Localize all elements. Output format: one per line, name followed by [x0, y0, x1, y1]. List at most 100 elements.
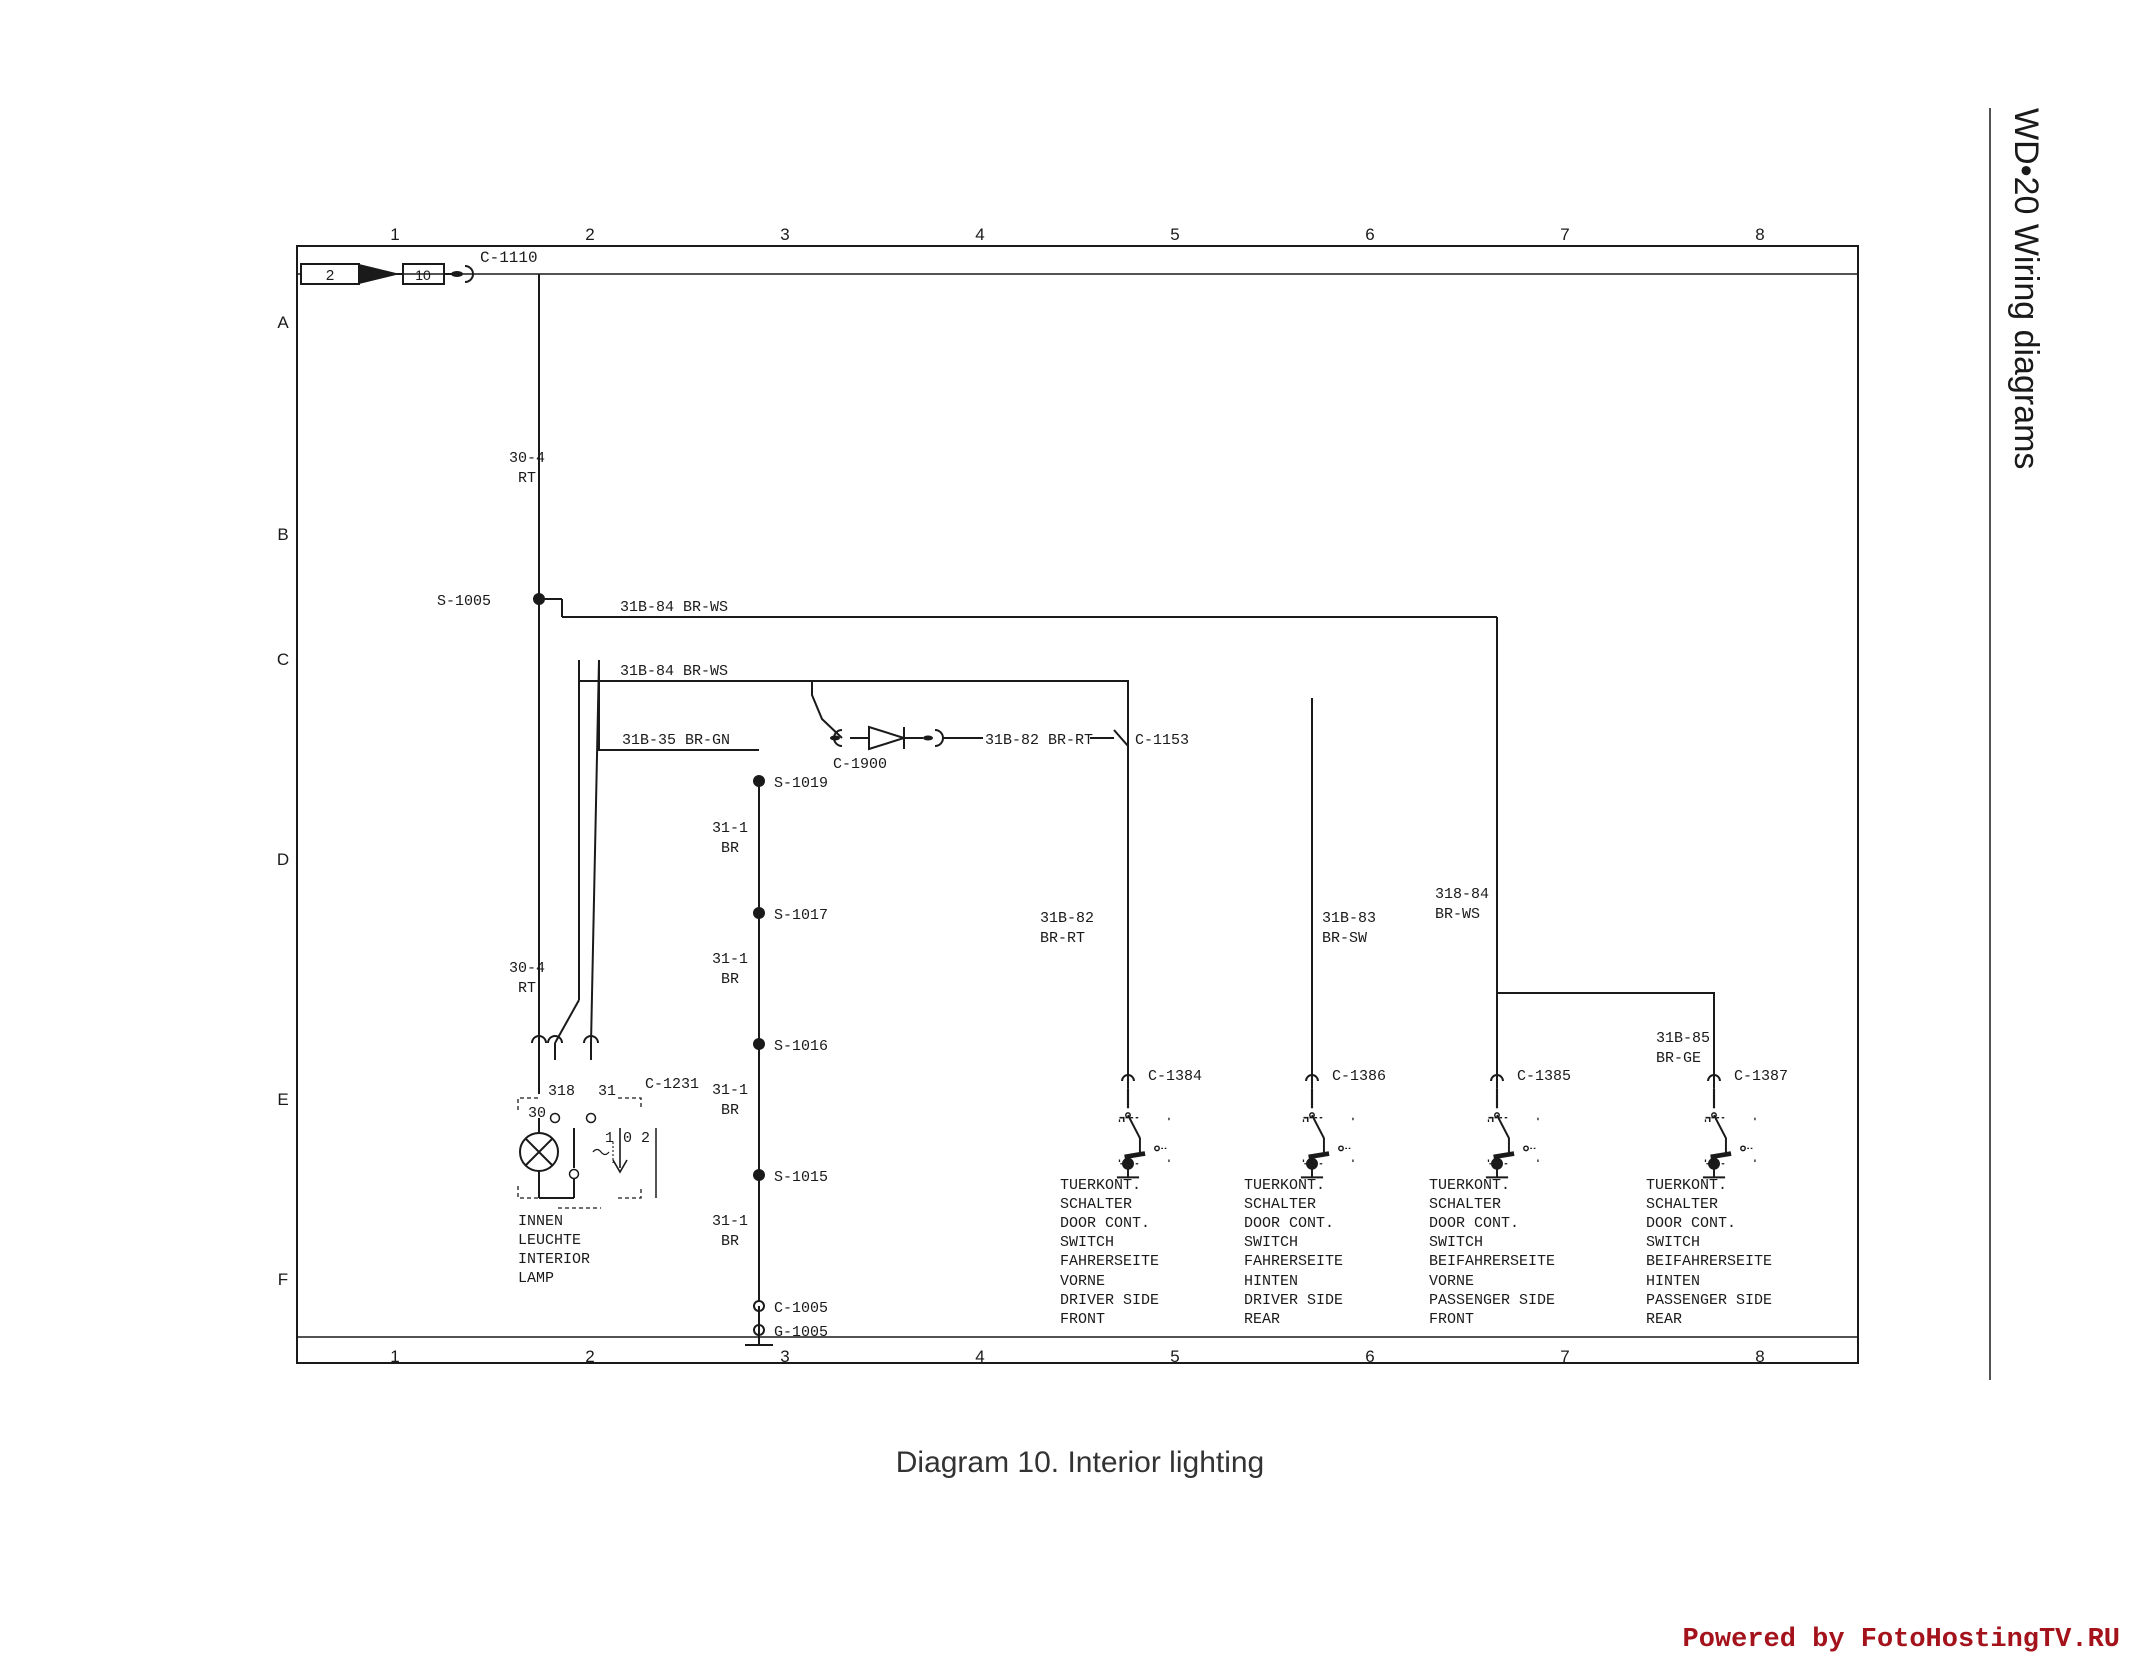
svg-text:SCHALTER: SCHALTER — [1429, 1196, 1501, 1213]
svg-text:Diagram 10. Interior lighting: Diagram 10. Interior lighting — [896, 1446, 1265, 1479]
svg-text:31B-84 BR-WS: 31B-84 BR-WS — [620, 663, 728, 680]
svg-text:INNEN: INNEN — [518, 1213, 563, 1230]
svg-text:DOOR CONT.: DOOR CONT. — [1646, 1215, 1736, 1232]
svg-text:C: C — [277, 650, 289, 669]
svg-text:REAR: REAR — [1646, 1311, 1682, 1328]
svg-text:S-1019: S-1019 — [774, 775, 828, 792]
svg-text:TUERKONT.: TUERKONT. — [1646, 1177, 1727, 1194]
svg-text:BR: BR — [721, 1233, 739, 1250]
svg-text:DOOR CONT.: DOOR CONT. — [1060, 1215, 1150, 1232]
svg-text:C-1005: C-1005 — [774, 1300, 828, 1317]
svg-text:S-1005: S-1005 — [437, 593, 491, 610]
svg-text:SCHALTER: SCHALTER — [1244, 1196, 1316, 1213]
svg-text:1: 1 — [390, 1347, 399, 1366]
svg-text:5: 5 — [1170, 225, 1179, 244]
svg-text:BR: BR — [721, 840, 739, 857]
svg-text:30-4: 30-4 — [509, 960, 545, 977]
svg-text:4: 4 — [975, 225, 984, 244]
svg-text:FAHRERSEITE: FAHRERSEITE — [1060, 1253, 1159, 1270]
svg-text:C-1153: C-1153 — [1135, 732, 1189, 749]
svg-text:LAMP: LAMP — [518, 1270, 554, 1287]
svg-text:BR: BR — [721, 971, 739, 988]
svg-text:31B-35 BR-GN: 31B-35 BR-GN — [622, 732, 730, 749]
svg-text:VORNE: VORNE — [1429, 1273, 1474, 1290]
svg-text:SWITCH: SWITCH — [1060, 1234, 1114, 1251]
svg-text:C-1110: C-1110 — [480, 249, 538, 267]
svg-text:HINTEN: HINTEN — [1646, 1273, 1700, 1290]
svg-text:DRIVER SIDE: DRIVER SIDE — [1060, 1292, 1159, 1309]
svg-text:VORNE: VORNE — [1060, 1273, 1105, 1290]
svg-text:Powered by FotoHostingTV.RU: Powered by FotoHostingTV.RU — [1683, 1625, 2120, 1653]
svg-text:HINTEN: HINTEN — [1244, 1273, 1298, 1290]
svg-text:6: 6 — [1365, 1347, 1374, 1366]
svg-text:S-1015: S-1015 — [774, 1169, 828, 1186]
svg-text:8: 8 — [1755, 1347, 1764, 1366]
svg-text:TUERKONT.: TUERKONT. — [1060, 1177, 1141, 1194]
svg-text:SCHALTER: SCHALTER — [1060, 1196, 1132, 1213]
svg-text:31B-82: 31B-82 — [1040, 910, 1094, 927]
svg-text:C-1386: C-1386 — [1332, 1068, 1386, 1085]
svg-text:LEUCHTE: LEUCHTE — [518, 1232, 581, 1249]
svg-text:REAR: REAR — [1244, 1311, 1280, 1328]
svg-text:DRIVER SIDE: DRIVER SIDE — [1244, 1292, 1343, 1309]
svg-text:30: 30 — [528, 1105, 546, 1122]
svg-text:10: 10 — [415, 267, 431, 283]
svg-text:5: 5 — [1170, 1347, 1179, 1366]
svg-text:FRONT: FRONT — [1429, 1311, 1474, 1328]
svg-text:SWITCH: SWITCH — [1244, 1234, 1298, 1251]
svg-text:30-4: 30-4 — [509, 450, 545, 467]
svg-text:2: 2 — [585, 1347, 594, 1366]
svg-text:PASSENGER SIDE: PASSENGER SIDE — [1429, 1292, 1555, 1309]
svg-text:BR-WS: BR-WS — [1435, 906, 1480, 923]
svg-text:BR-GE: BR-GE — [1656, 1050, 1701, 1067]
svg-text:4: 4 — [975, 1347, 984, 1366]
svg-text:318-84: 318-84 — [1435, 886, 1489, 903]
svg-text:2: 2 — [585, 225, 594, 244]
svg-text:8: 8 — [1755, 225, 1764, 244]
svg-text:FRONT: FRONT — [1060, 1311, 1105, 1328]
svg-text:31-1: 31-1 — [712, 1213, 748, 1230]
svg-text:DOOR CONT.: DOOR CONT. — [1429, 1215, 1519, 1232]
svg-text:C-1231: C-1231 — [645, 1076, 699, 1093]
svg-text:WD•20 Wiring diagrams: WD•20 Wiring diagrams — [2007, 108, 2045, 469]
svg-text:G-1005: G-1005 — [774, 1324, 828, 1341]
svg-text:3: 3 — [780, 1347, 789, 1366]
svg-text:31-1: 31-1 — [712, 1082, 748, 1099]
svg-text:31-1: 31-1 — [712, 820, 748, 837]
svg-text:31-1: 31-1 — [712, 951, 748, 968]
svg-text:2: 2 — [326, 267, 334, 284]
svg-text:7: 7 — [1560, 1347, 1569, 1366]
svg-text:B: B — [277, 525, 288, 544]
svg-text:C-1384: C-1384 — [1148, 1068, 1202, 1085]
svg-text:SWITCH: SWITCH — [1429, 1234, 1483, 1251]
svg-text:318: 318 — [548, 1083, 575, 1100]
svg-text:INTERIOR: INTERIOR — [518, 1251, 590, 1268]
svg-text:C-1900: C-1900 — [833, 756, 887, 773]
svg-text:31B-84 BR-WS: 31B-84 BR-WS — [620, 599, 728, 616]
svg-text:SCHALTER: SCHALTER — [1646, 1196, 1718, 1213]
svg-text:TUERKONT.: TUERKONT. — [1429, 1177, 1510, 1194]
svg-text:A: A — [277, 313, 289, 332]
svg-text:RT: RT — [518, 470, 536, 487]
svg-text:7: 7 — [1560, 225, 1569, 244]
svg-text:1: 1 — [390, 225, 399, 244]
svg-text:BEIFAHRERSEITE: BEIFAHRERSEITE — [1429, 1253, 1555, 1270]
svg-text:31B-82 BR-RT: 31B-82 BR-RT — [985, 732, 1093, 749]
svg-text:C-1385: C-1385 — [1517, 1068, 1571, 1085]
svg-text:BEIFAHRERSEITE: BEIFAHRERSEITE — [1646, 1253, 1772, 1270]
svg-text:BR-SW: BR-SW — [1322, 930, 1367, 947]
svg-text:D: D — [277, 850, 289, 869]
svg-text:TUERKONT.: TUERKONT. — [1244, 1177, 1325, 1194]
svg-text:BR: BR — [721, 1102, 739, 1119]
svg-text:E: E — [277, 1090, 288, 1109]
svg-text:FAHRERSEITE: FAHRERSEITE — [1244, 1253, 1343, 1270]
svg-text:S-1016: S-1016 — [774, 1038, 828, 1055]
svg-text:31B-85: 31B-85 — [1656, 1030, 1710, 1047]
svg-text:31B-83: 31B-83 — [1322, 910, 1376, 927]
svg-text:DOOR CONT.: DOOR CONT. — [1244, 1215, 1334, 1232]
svg-text:3: 3 — [780, 225, 789, 244]
svg-text:S-1017: S-1017 — [774, 907, 828, 924]
svg-text:SWITCH: SWITCH — [1646, 1234, 1700, 1251]
svg-text:1 0 2: 1 0 2 — [605, 1130, 650, 1147]
svg-text:RT: RT — [518, 980, 536, 997]
